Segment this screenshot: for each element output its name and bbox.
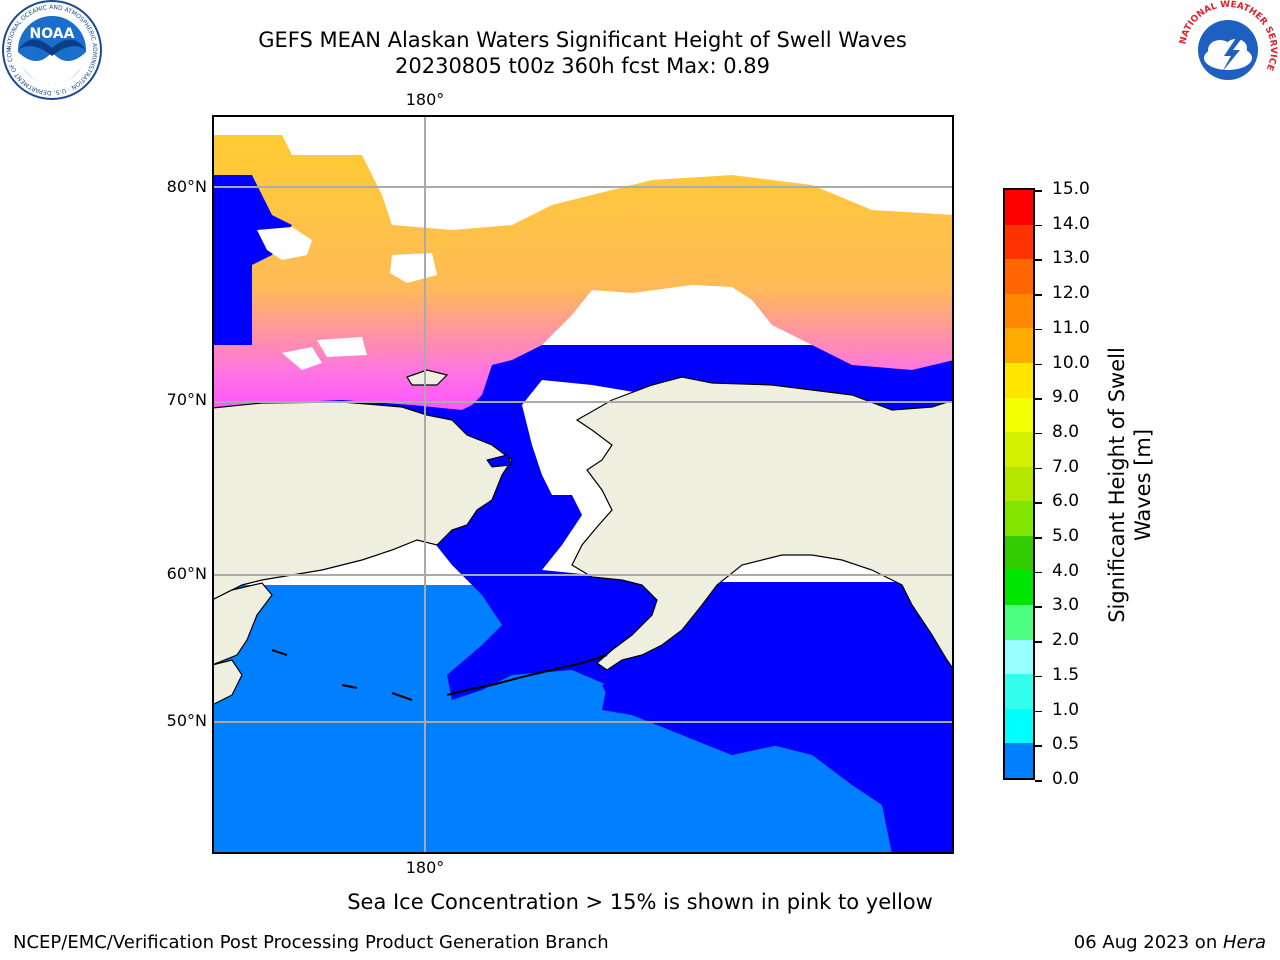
colorbar-tick-label: 8.0 (1052, 421, 1080, 442)
colorbar (1003, 188, 1035, 780)
colorbar-cell (1005, 432, 1033, 468)
ice-white-patch-4 (317, 337, 367, 357)
colorbar-tick-mark (1035, 363, 1042, 366)
footer-left: NCEP/EMC/Verification Post Processing Pr… (13, 932, 609, 953)
colorbar-tick-mark (1035, 259, 1042, 261)
wrangel-island (406, 369, 449, 386)
st-lawrence-island (486, 454, 513, 468)
colorbar-tick-mark (1035, 780, 1042, 782)
colorbar-tick-label: 0.0 (1052, 769, 1080, 789)
colorbar-tick-mark (1035, 537, 1042, 539)
colorbar-cell (1005, 224, 1033, 260)
colorbar-tick-label: 2.0 (1052, 630, 1080, 651)
alaska-land (571, 376, 955, 672)
colorbar-cell (1005, 328, 1033, 364)
lat-label-80: 80°N (166, 177, 207, 196)
ice-white-patch-3 (282, 347, 322, 370)
footer-host: Hera (1222, 932, 1266, 953)
colorbar-cell (1005, 190, 1033, 226)
footer-date: 06 Aug 2023 on (1073, 932, 1223, 953)
colorbar-cell (1005, 466, 1033, 502)
colorbar-tick-mark (1035, 328, 1042, 331)
nws-logo: NATIONAL WEATHER SERVICE (1178, 0, 1278, 100)
colorbar-cell (1005, 501, 1033, 537)
colorbar-tick-mark (1035, 710, 1042, 713)
colorbar-cell (1005, 605, 1033, 641)
aleutian-west (271, 649, 413, 701)
chart-title: GEFS MEAN Alaskan Waters Significant Hei… (0, 27, 1165, 79)
ice-white-patch-1 (257, 227, 312, 260)
chukotka-land (211, 582, 273, 666)
colorbar-tick-label: 9.0 (1052, 387, 1080, 408)
map-frame (212, 115, 954, 854)
colorbar-tick-mark (1035, 606, 1042, 608)
colorbar-tick-label: 0.5 (1052, 734, 1080, 755)
lat-label-70: 70°N (166, 390, 207, 409)
russia-land (211, 401, 513, 601)
aleutian-islands (446, 654, 608, 696)
colorbar-label-line-2: Waves [m] (1131, 428, 1155, 542)
colorbar-tick-mark (1035, 641, 1042, 643)
colorbar-tick-mark (1035, 432, 1042, 435)
colorbar-tick-mark (1035, 190, 1042, 192)
colorbar-tick-label: 12.0 (1052, 283, 1090, 304)
graticule (212, 115, 954, 854)
colorbar-tick-mark (1035, 745, 1042, 747)
colorbar-cell (1005, 708, 1033, 744)
colorbar-cell (1005, 743, 1033, 778)
colorbar-cell (1005, 570, 1033, 606)
footer-right: 06 Aug 2023 on Hera (1074, 932, 1266, 953)
lon-label-bottom: 180° (405, 858, 445, 877)
colorbar-tick-mark (1035, 502, 1042, 504)
colorbar-cell (1005, 674, 1033, 710)
colorbar-cell (1005, 397, 1033, 433)
ice-gap-left (212, 175, 292, 345)
colorbar-label-line-1: Significant Height of Swell (1105, 347, 1129, 623)
colorbar-cell (1005, 259, 1033, 295)
colorbar-cell (1005, 639, 1033, 675)
colorbar-tick-label: 1.0 (1052, 699, 1080, 720)
colorbar-tick-label: 14.0 (1052, 213, 1090, 234)
colorbar-tick-label: 11.0 (1052, 317, 1090, 338)
lat-label-60: 60°N (166, 564, 207, 583)
svg-text:NOAA: NOAA (30, 26, 75, 42)
noaa-logo: NOAA NATIONAL OCEANIC AND ATMOSPHERIC AD… (0, 0, 102, 100)
map-svg (211, 115, 955, 854)
colorbar-tick-mark (1035, 398, 1042, 400)
colorbar-tick-label: 1.5 (1052, 664, 1080, 685)
colorbar-tick-mark (1035, 571, 1042, 574)
colorbar-cell (1005, 293, 1033, 329)
title-line-1: GEFS MEAN Alaskan Waters Significant Hei… (258, 28, 907, 52)
colorbar-tick-label: 13.0 (1052, 248, 1090, 269)
sea-ice-area (212, 135, 954, 410)
colorbar-tick-label: 10.0 (1052, 352, 1090, 373)
colorbar-cells (1005, 190, 1033, 778)
title-line-2: 20230805 t00z 360h fcst Max: 0.89 (395, 54, 770, 78)
colorbar-tick-label: 4.0 (1052, 560, 1080, 581)
colorbar-cell (1005, 535, 1033, 571)
sea-ice-caption: Sea Ice Concentration > 15% is shown in … (347, 890, 933, 914)
gulf-low-area (602, 585, 954, 854)
lon-label-top: 180° (405, 90, 445, 109)
map-panel (211, 115, 955, 854)
colorbar-tick-label: 7.0 (1052, 456, 1080, 477)
lat-label-50: 50°N (166, 711, 207, 730)
colorbar-tick-label: 3.0 (1052, 595, 1080, 616)
colorbar-tick-label: 6.0 (1052, 491, 1080, 512)
colorbar-tick-mark (1035, 224, 1042, 227)
colorbar-tick-label: 15.0 (1052, 179, 1090, 199)
colorbar-tick-mark (1035, 294, 1042, 296)
colorbar-tick-mark (1035, 675, 1042, 678)
colorbar-tick-label: 5.0 (1052, 526, 1080, 547)
colorbar-tick-mark (1035, 467, 1042, 470)
colorbar-cell (1005, 362, 1033, 399)
